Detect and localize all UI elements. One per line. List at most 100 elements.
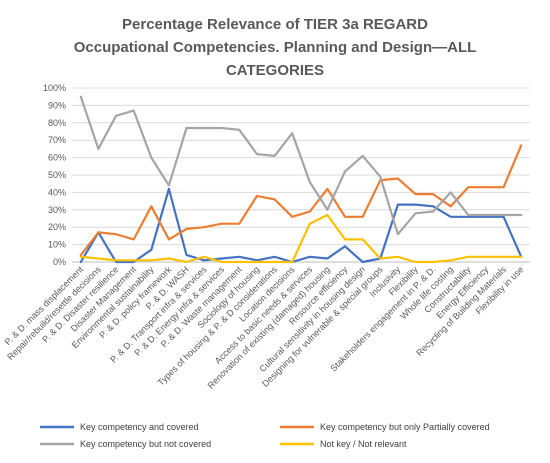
- series-1-point: [79, 261, 82, 263]
- y-tick-label: 60%: [48, 153, 66, 163]
- y-tick-label: 90%: [48, 100, 66, 110]
- series-2-point: [79, 254, 82, 256]
- series-4-point: [326, 214, 329, 216]
- series-3-point: [326, 208, 329, 211]
- series-2-point: [150, 205, 153, 208]
- series-2-point: [238, 222, 241, 225]
- series-1-point: [132, 261, 135, 263]
- legend-label-3: Key competency but not covered: [80, 439, 211, 449]
- series-3-point: [220, 127, 223, 129]
- series-line-2: [79, 144, 523, 257]
- series-1-point: [326, 257, 329, 260]
- series-4-point: [238, 261, 241, 263]
- series-1-point: [185, 254, 188, 256]
- series-4-point: [97, 257, 100, 260]
- series-4-point: [520, 255, 523, 258]
- series-1-point: [344, 245, 346, 248]
- series-line-4: [79, 213, 523, 264]
- chart-title-line-3: CATEGORIES: [226, 62, 324, 79]
- series-3-point: [449, 191, 452, 194]
- series-1-point: [115, 261, 117, 263]
- series-1-point: [273, 255, 276, 258]
- series-2-point: [291, 215, 294, 218]
- series-4-point: [256, 261, 258, 263]
- series-4-point: [79, 255, 82, 258]
- series-4-point: [167, 257, 170, 260]
- series-4-point: [203, 255, 206, 258]
- series-1-point: [485, 215, 487, 218]
- series-4-point: [132, 259, 135, 262]
- series-4-point: [467, 255, 470, 258]
- series-4-point: [308, 222, 311, 225]
- series-4-point: [414, 261, 417, 263]
- series-2-point: [273, 198, 276, 201]
- series-2-point: [485, 186, 487, 189]
- series-1-point: [203, 259, 206, 262]
- chart-title-line-1: Percentage Relevance of TIER 3a REGARD: [122, 16, 428, 33]
- series-2-point: [396, 177, 399, 180]
- series-line-1: [79, 187, 523, 264]
- y-tick-label: 20%: [48, 222, 66, 232]
- y-tick-label: 30%: [48, 205, 66, 215]
- series-4-point: [273, 261, 276, 263]
- y-tick-label: 10%: [48, 240, 66, 250]
- series-4-point: [185, 261, 188, 263]
- y-tick-label: 80%: [48, 118, 66, 128]
- series-1-point: [238, 255, 241, 258]
- series-3-point: [132, 109, 135, 112]
- y-tick-label: 50%: [48, 170, 66, 180]
- series-4-point: [344, 238, 346, 241]
- series-4-point: [291, 261, 294, 263]
- y-tick-label: 100%: [43, 83, 66, 93]
- series-1-point: [396, 203, 399, 206]
- series-1-point: [432, 205, 435, 208]
- series-3-point: [502, 214, 505, 216]
- series-4-point: [361, 238, 364, 241]
- series-3-point: [485, 214, 487, 216]
- series-2-point: [220, 222, 223, 225]
- series-2-point: [203, 226, 206, 229]
- series-4-point: [115, 259, 117, 262]
- series-2-point: [115, 233, 117, 236]
- series-lines: [79, 95, 523, 264]
- series-line-3: [79, 95, 523, 236]
- series-1-point: [467, 215, 470, 218]
- series-2-point: [97, 231, 100, 234]
- legend-label-4: Not key / Not relevant: [320, 439, 407, 449]
- series-4-point: [396, 255, 399, 258]
- series-3-point: [203, 127, 206, 129]
- series-4-point: [220, 261, 223, 263]
- y-tick-label: 70%: [48, 135, 66, 145]
- series-3-point: [396, 233, 399, 236]
- series-3-point: [361, 154, 364, 157]
- series-2-point: [414, 193, 417, 196]
- series-3-point: [379, 175, 382, 178]
- series-2-point: [308, 210, 311, 213]
- series-3-point: [97, 148, 100, 150]
- series-1-point: [308, 255, 311, 258]
- series-2-point: [467, 186, 470, 189]
- series-2-point: [167, 238, 170, 241]
- series-2-point: [502, 186, 505, 189]
- series-3-point: [79, 95, 82, 98]
- series-1-point: [220, 257, 223, 260]
- series-3-point: [167, 184, 170, 187]
- series-2-point: [132, 238, 135, 241]
- series-4-point: [485, 255, 487, 258]
- series-1-point: [414, 203, 417, 206]
- series-2-point: [432, 193, 435, 196]
- series-4-point: [150, 259, 153, 262]
- series-1-point: [449, 215, 452, 218]
- series-2-point: [256, 194, 258, 197]
- series-3-point: [520, 214, 523, 216]
- series-3-point: [344, 170, 346, 173]
- series-2-point: [344, 215, 346, 218]
- series-3-point: [273, 154, 276, 157]
- chart-title-line-2: Occupational Competencies. Planning and …: [74, 39, 477, 56]
- series-4-point: [432, 261, 435, 263]
- series-3-point: [256, 153, 258, 156]
- legend-label-1: Key competency and covered: [80, 422, 199, 432]
